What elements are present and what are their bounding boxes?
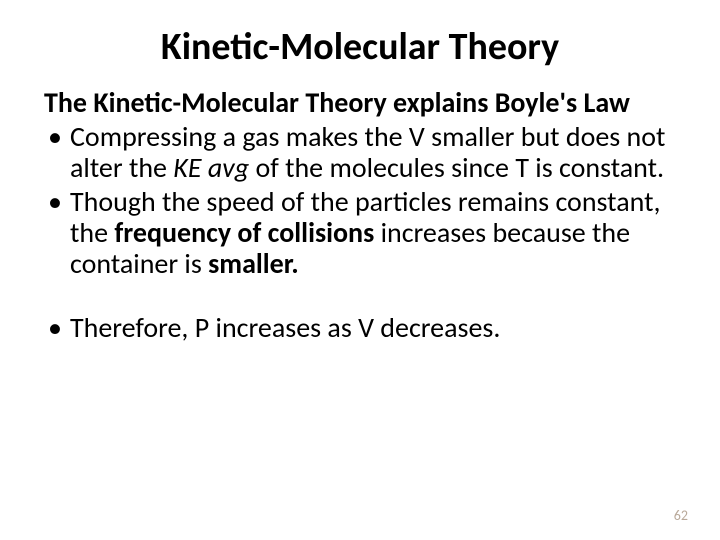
bullet-text-italic: KE avg xyxy=(173,150,249,185)
bullet-text: Therefore, P increases as V decreases. xyxy=(70,310,500,345)
page-number: 62 xyxy=(674,507,688,524)
bullet-list: Compressing a gas makes the V smaller bu… xyxy=(44,121,676,280)
slide-title: Kinetic-Molecular Theory xyxy=(44,24,676,70)
bullet-text: of the molecules since T is constant. xyxy=(249,150,664,185)
bullet-text-bold: frequency of collisions xyxy=(114,215,374,250)
slide: Kinetic-Molecular Theory The Kinetic-Mol… xyxy=(0,0,720,540)
spacer xyxy=(44,282,676,310)
bullet-list: Therefore, P increases as V decreases. xyxy=(44,312,676,343)
subheading: The Kinetic-Molecular Theory explains Bo… xyxy=(44,88,676,119)
bullet-item: Compressing a gas makes the V smaller bu… xyxy=(44,121,676,184)
bullet-item: Therefore, P increases as V decreases. xyxy=(44,312,676,343)
bullet-item: Though the speed of the particles remain… xyxy=(44,186,676,280)
bullet-text-bold: smaller. xyxy=(208,246,299,281)
